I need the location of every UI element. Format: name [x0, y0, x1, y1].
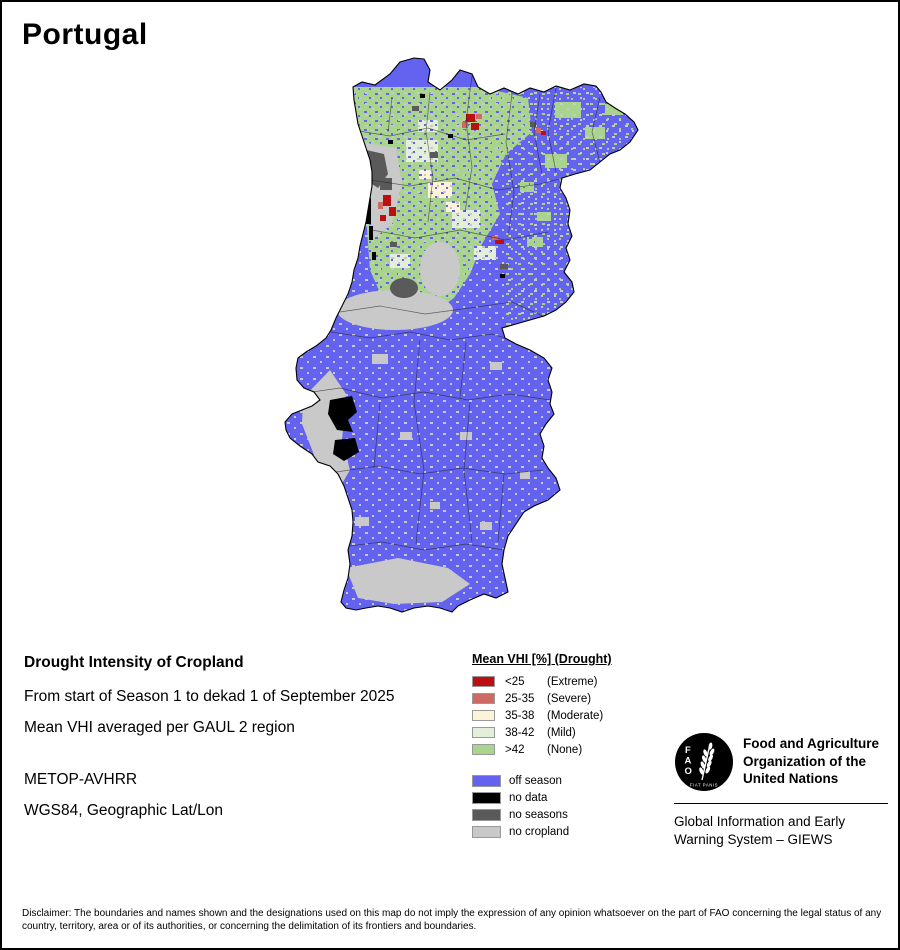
- legend-item-mild: 38-42 (Mild): [472, 724, 612, 741]
- portugal-drought-map: [284, 57, 639, 613]
- page-title: Portugal: [22, 18, 148, 51]
- map-aggregation: Mean VHI averaged per GAUL 2 region: [24, 719, 295, 736]
- map-period: From start of Season 1 to dekad 1 of Sep…: [24, 688, 395, 705]
- legend-extra-label: no data: [509, 791, 548, 804]
- map-info-block: Drought Intensity of Cropland From start…: [24, 654, 395, 833]
- fao-org-name: Food and Agriculture Organization of the…: [743, 732, 879, 788]
- giews-line: Global Information and Early: [674, 814, 846, 829]
- org-name-line: Food and Agriculture: [743, 736, 879, 751]
- legend-class-label: (None): [547, 743, 583, 756]
- legend-item-moderate: 35-38 (Moderate): [472, 707, 612, 724]
- portugal-map: [260, 50, 652, 624]
- legend-extra-label: off season: [509, 774, 562, 787]
- fao-logo-icon: F A O FIAT PANIS: [675, 733, 733, 791]
- legend-range-label: <25: [505, 675, 525, 688]
- legend-swatch-none: [472, 744, 495, 755]
- giews-label: Global Information and Early Warning Sys…: [674, 813, 888, 849]
- legend-swatch-off-season: [472, 774, 501, 787]
- fao-logo-row: F A O FIAT PANIS: [674, 732, 888, 792]
- svg-text:F: F: [685, 745, 691, 756]
- legend-range-label: 25-35: [505, 692, 535, 705]
- svg-text:O: O: [685, 766, 692, 777]
- svg-text:A: A: [685, 756, 692, 767]
- legend-item-extreme: <25 (Extreme): [472, 673, 612, 690]
- legend-item-none: >42 (None): [472, 741, 612, 758]
- legend: Mean VHI [%] (Drought) <25 (Extreme) 25-…: [472, 652, 612, 840]
- legend-class-label: (Severe): [547, 692, 592, 705]
- legend-extra-label: no seasons: [509, 808, 568, 821]
- legend-class-label: (Moderate): [547, 709, 604, 722]
- vhi-extreme-spots: [380, 114, 546, 244]
- legend-item-no-cropland: no cropland: [472, 823, 612, 840]
- legend-class-label: (Extreme): [547, 675, 598, 688]
- legend-range-label: 35-38: [505, 709, 535, 722]
- legend-title: Mean VHI [%] (Drought): [472, 652, 612, 666]
- org-name-line: Organization of the: [743, 753, 866, 769]
- legend-item-severe: 25-35 (Severe): [472, 690, 612, 707]
- map-sensor: METOP-AVHRR: [24, 771, 138, 788]
- legend-range-label: 38-42: [505, 726, 535, 739]
- wheat-grains: [699, 742, 715, 775]
- legend-swatch-extreme: [472, 676, 495, 687]
- legend-item-no-seasons: no seasons: [472, 806, 612, 823]
- legend-swatch-severe: [472, 693, 495, 704]
- org-name-line: United Nations: [743, 771, 839, 786]
- footer-divider: [674, 803, 888, 804]
- legend-swatch-no-seasons: [472, 808, 501, 821]
- legend-swatch-moderate: [472, 710, 495, 721]
- legend-swatch-mild: [472, 727, 495, 738]
- svg-text:FIAT PANIS: FIAT PANIS: [690, 783, 718, 788]
- legend-swatch-no-data: [472, 791, 501, 804]
- legend-class-label: (Mild): [547, 726, 576, 739]
- legend-range-label: >42: [505, 743, 525, 756]
- legend-extra-label: no cropland: [509, 825, 570, 838]
- admin-boundaries: [297, 75, 601, 551]
- legend-item-off-season: off season: [472, 772, 612, 789]
- legend-item-no-data: no data: [472, 789, 612, 806]
- fao-block: F A O FIAT PANIS: [674, 732, 888, 849]
- map-projection: WGS84, Geographic Lat/Lon: [24, 802, 224, 819]
- country-border: [284, 57, 639, 613]
- legend-swatch-no-cropland: [472, 825, 501, 838]
- giews-line: Warning System – GIEWS: [674, 832, 833, 847]
- map-subject: Drought Intensity of Cropland: [24, 654, 244, 671]
- disclaimer: Disclaimer: The boundaries and names sho…: [22, 908, 882, 932]
- legend-spacer: [472, 758, 612, 772]
